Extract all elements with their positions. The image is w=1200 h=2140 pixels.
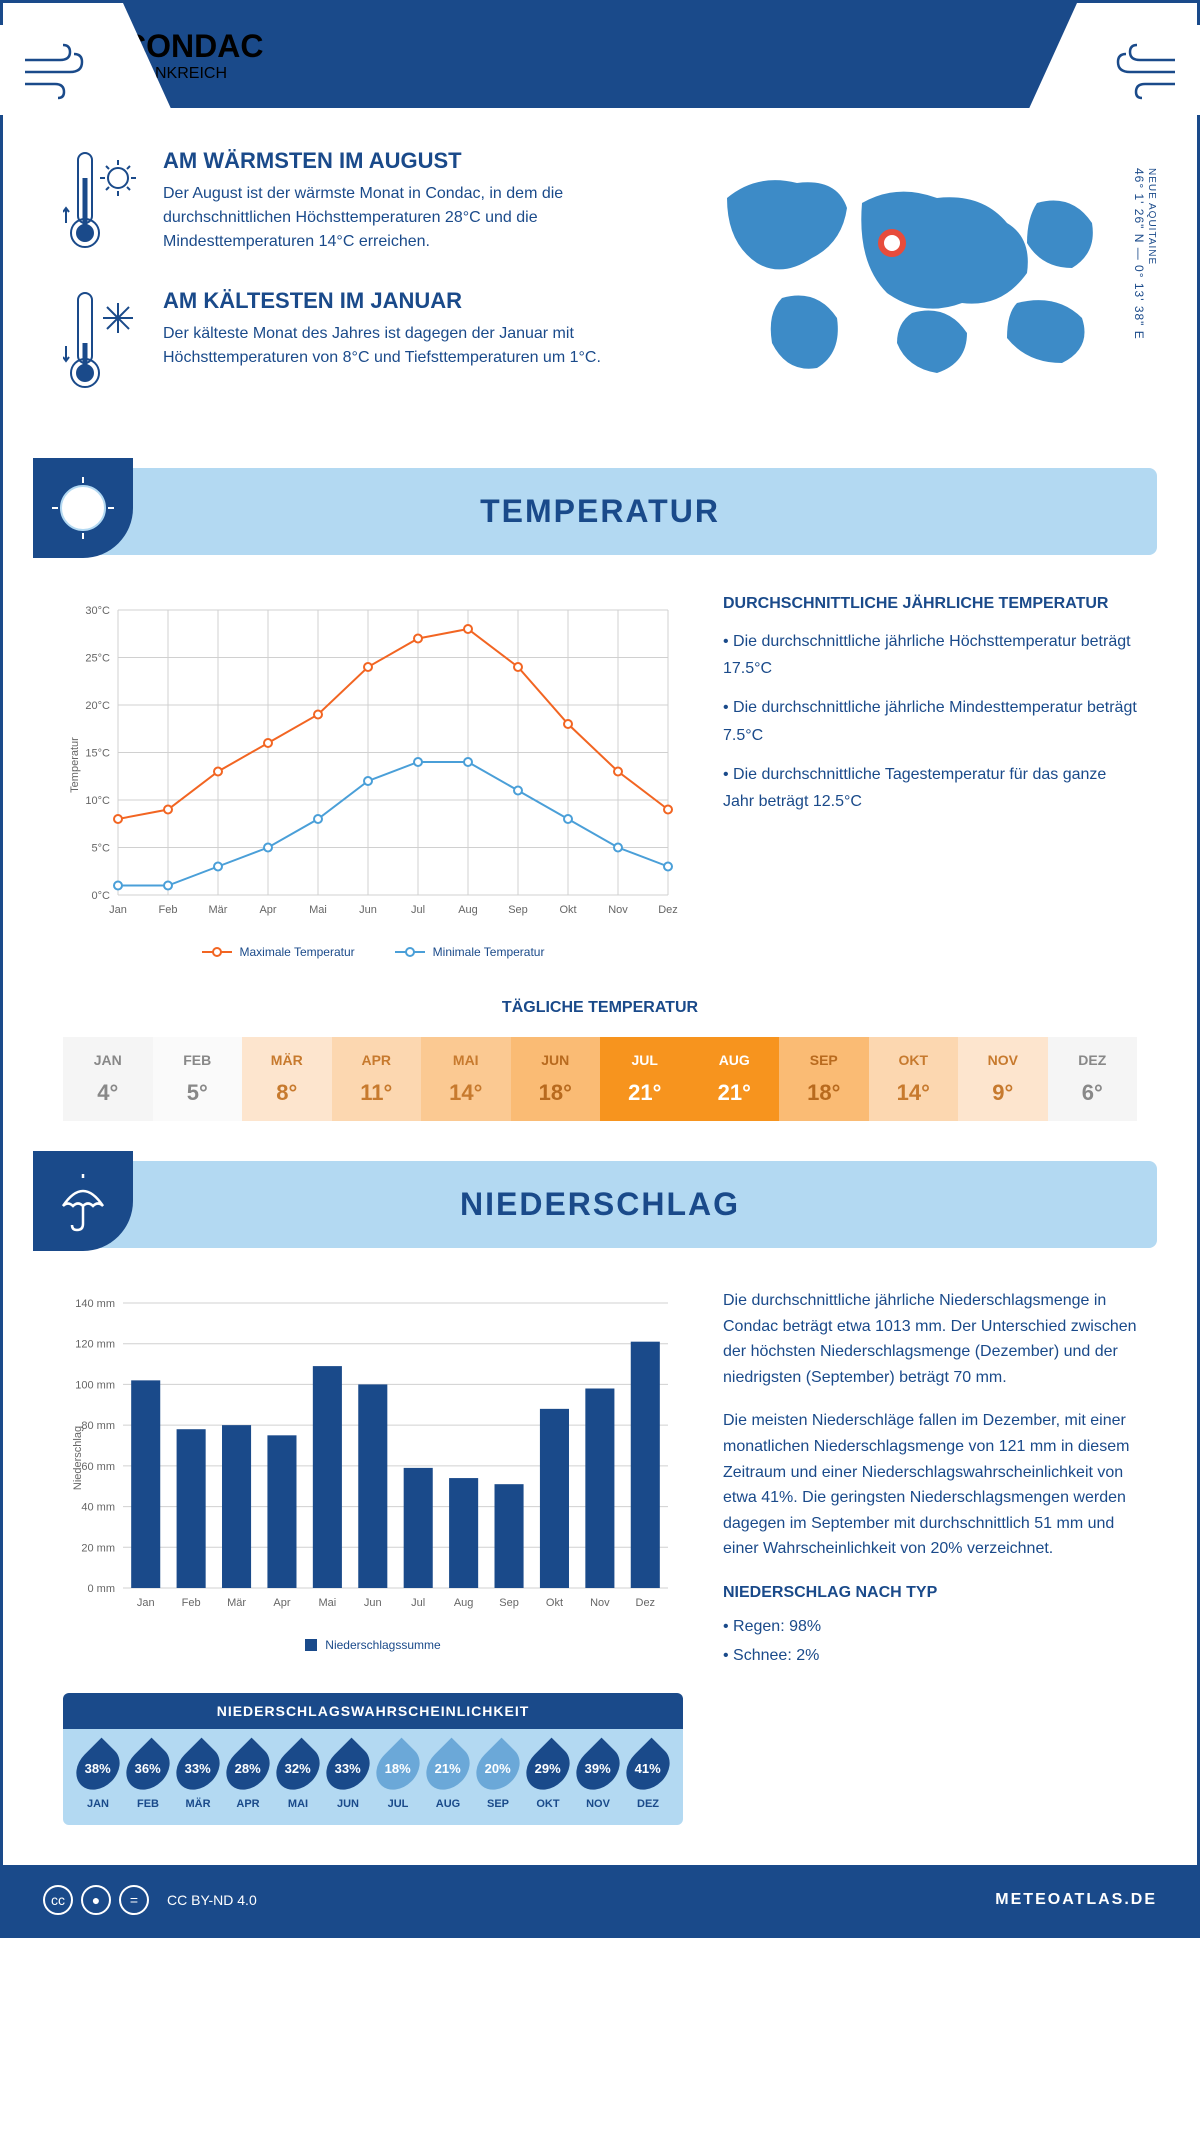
probability-cell: 18%JUL [373, 1744, 423, 1810]
probability-cell: 32%MAI [273, 1744, 323, 1810]
svg-text:0°C: 0°C [92, 890, 111, 902]
daily-temp-grid: JAN4°FEB5°MÄR8°APR11°MAI14°JUN18°JUL21°A… [63, 1037, 1137, 1121]
wind-icon-left [0, 25, 110, 115]
precip-p2: Die meisten Niederschläge fallen im Deze… [723, 1408, 1137, 1562]
svg-text:Okt: Okt [559, 904, 576, 916]
probability-grid: 38%JAN36%FEB33%MÄR28%APR32%MAI33%JUN18%J… [63, 1729, 683, 1825]
svg-text:Niederschlag: Niederschlag [72, 1426, 84, 1490]
probability-cell: 41%DEZ [623, 1744, 673, 1810]
daily-temp-cell: FEB5° [153, 1037, 243, 1121]
svg-text:0 mm: 0 mm [88, 1583, 116, 1595]
svg-text:20 mm: 20 mm [81, 1542, 115, 1554]
daily-temp-cell: DEZ6° [1048, 1037, 1138, 1121]
site-name: METEOATLAS.DE [995, 1891, 1157, 1909]
svg-text:Apr: Apr [259, 904, 276, 916]
svg-text:25°C: 25°C [85, 653, 110, 665]
daily-temp-cell: JAN4° [63, 1037, 153, 1121]
cold-title: AM KÄLTESTEN IM JANUAR [163, 288, 647, 314]
svg-text:Nov: Nov [608, 904, 628, 916]
svg-text:Mai: Mai [319, 1597, 337, 1609]
svg-text:Sep: Sep [508, 904, 528, 916]
svg-text:Jul: Jul [411, 1597, 425, 1609]
probability-cell: 36%FEB [123, 1744, 173, 1810]
precip-section-header: NIEDERSCHLAG [43, 1161, 1157, 1248]
svg-text:Jun: Jun [364, 1597, 382, 1609]
page-title: CONDAC [123, 28, 1077, 65]
svg-text:Dez: Dez [636, 1597, 656, 1609]
daily-temp-cell: MÄR8° [242, 1037, 332, 1121]
probability-cell: 33%JUN [323, 1744, 373, 1810]
temp-section-header: TEMPERATUR [43, 468, 1157, 555]
world-map: NEUE AQUITAINE 46° 1' 26" N — 0° 13' 38"… [687, 148, 1137, 428]
svg-text:140 mm: 140 mm [75, 1298, 115, 1310]
daily-temp-cell: NOV9° [958, 1037, 1048, 1121]
svg-text:Aug: Aug [458, 904, 478, 916]
daily-temp-cell: APR11° [332, 1037, 422, 1121]
svg-text:Jul: Jul [411, 904, 425, 916]
svg-text:30°C: 30°C [85, 605, 110, 617]
probability-cell: 21%AUG [423, 1744, 473, 1810]
svg-text:Jun: Jun [359, 904, 377, 916]
svg-text:Okt: Okt [546, 1597, 563, 1609]
wind-icon-right [1090, 25, 1200, 115]
probability-cell: 38%JAN [73, 1744, 123, 1810]
svg-text:Aug: Aug [454, 1597, 474, 1609]
daily-temp-cell: JUN18° [511, 1037, 601, 1121]
svg-text:Apr: Apr [273, 1597, 290, 1609]
svg-text:20°C: 20°C [85, 700, 110, 712]
precip-type-title: NIEDERSCHLAG NACH TYP [723, 1580, 1137, 1606]
svg-text:Feb: Feb [182, 1597, 201, 1609]
svg-text:40 mm: 40 mm [81, 1502, 115, 1514]
umbrella-icon [33, 1151, 133, 1251]
svg-text:Jan: Jan [137, 1597, 155, 1609]
daily-temp-cell: SEP18° [779, 1037, 869, 1121]
svg-text:Mär: Mär [227, 1597, 246, 1609]
svg-text:Sep: Sep [499, 1597, 519, 1609]
coords-latlon: 46° 1' 26" N — 0° 13' 38" E [1132, 168, 1146, 340]
probability-title: NIEDERSCHLAGSWAHRSCHEINLICHKEIT [63, 1693, 683, 1729]
coords-region: NEUE AQUITAINE [1146, 168, 1157, 340]
temperature-line-chart: 0°C 5°C 10°C 15°C 20°C 25°C 30°C Jan Feb Mär Apr Ma… [63, 595, 683, 959]
cold-text: Der kälteste Monat des Jahres ist dagege… [163, 322, 647, 370]
warm-text: Der August ist der wärmste Monat in Cond… [163, 182, 647, 254]
page-subtitle: FRANKREICH [123, 65, 1077, 83]
probability-cell: 29%OKT [523, 1744, 573, 1810]
svg-text:Dez: Dez [658, 904, 678, 916]
svg-text:100 mm: 100 mm [75, 1379, 115, 1391]
precipitation-bar-chart: 0 mm 20 mm 40 mm 60 mm 80 mm 100 mm 120 mm 140 … [63, 1288, 683, 1673]
svg-text:5°C: 5°C [92, 843, 111, 855]
svg-text:Nov: Nov [590, 1597, 610, 1609]
svg-text:15°C: 15°C [85, 748, 110, 760]
svg-text:Temperatur: Temperatur [69, 737, 81, 793]
thermometer-cold-icon [63, 288, 143, 398]
svg-text:Mai: Mai [309, 904, 327, 916]
daily-temp-cell: AUG21° [690, 1037, 780, 1121]
svg-text:Mär: Mär [209, 904, 228, 916]
temp-info-title: DURCHSCHNITTLICHE JÄHRLICHE TEMPERATUR [723, 595, 1137, 613]
daily-temp-title: TÄGLICHE TEMPERATUR [63, 999, 1137, 1017]
daily-temp-cell: JUL21° [600, 1037, 690, 1121]
daily-temp-cell: MAI14° [421, 1037, 511, 1121]
license-badge: cc●= CC BY-ND 4.0 [43, 1885, 257, 1915]
precip-p1: Die durchschnittliche jährliche Niedersc… [723, 1288, 1137, 1390]
svg-text:Feb: Feb [159, 904, 178, 916]
sun-icon [33, 458, 133, 558]
svg-text:10°C: 10°C [85, 795, 110, 807]
svg-text:60 mm: 60 mm [81, 1461, 115, 1473]
probability-cell: 33%MÄR [173, 1744, 223, 1810]
svg-text:80 mm: 80 mm [81, 1420, 115, 1432]
thermometer-hot-icon [63, 148, 143, 258]
probability-cell: 20%SEP [473, 1744, 523, 1810]
svg-text:120 mm: 120 mm [75, 1339, 115, 1351]
probability-cell: 28%APR [223, 1744, 273, 1810]
daily-temp-cell: OKT14° [869, 1037, 959, 1121]
probability-cell: 39%NOV [573, 1744, 623, 1810]
svg-text:Jan: Jan [109, 904, 127, 916]
warm-title: AM WÄRMSTEN IM AUGUST [163, 148, 647, 174]
